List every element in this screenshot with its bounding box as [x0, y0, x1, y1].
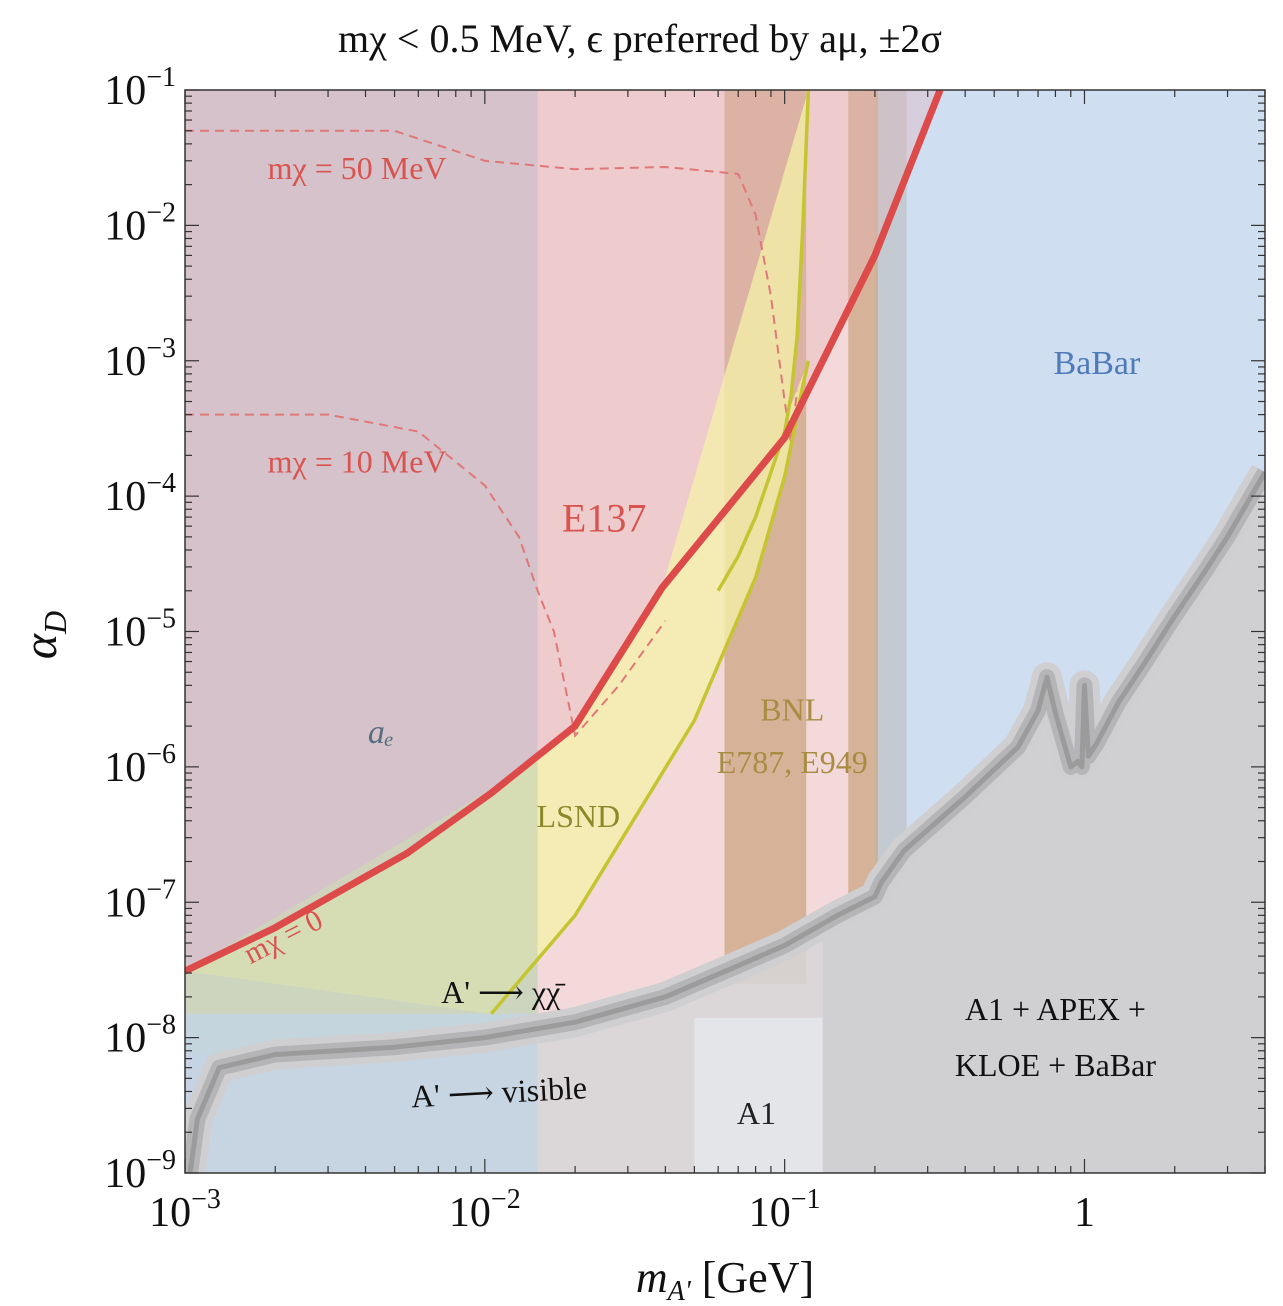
region-label-6: E787, E949	[717, 744, 868, 780]
a1-band	[694, 1017, 823, 1173]
y-tick-exp-6: −3	[146, 333, 176, 364]
x-tick-exp-1: −2	[491, 1184, 521, 1215]
chart-title: mχ < 0.5 MeV, ϵ preferred by aμ, ±2σ	[338, 16, 942, 61]
x-tick-exp-0: −3	[191, 1184, 221, 1215]
plot-area: mχ = 50 MeV mχ = 10 MeV E137 BaBar aₑ BNL E787…	[185, 90, 1265, 1173]
region-label-1: mχ = 10 MeV	[268, 443, 447, 479]
region-6	[878, 90, 907, 903]
region-5	[848, 90, 879, 903]
fills-layer	[185, 90, 1265, 1173]
a1-apex-kloe-babar-region	[822, 472, 1265, 1173]
lines-layer	[185, 90, 1265, 1173]
y-tick-label-4: 10−5	[104, 604, 176, 656]
x-tick-label-0: 10−3	[149, 1184, 221, 1236]
labels-layer: mχ = 50 MeV mχ = 10 MeV E137 BaBar aₑ BNL E787…	[239, 150, 1157, 1131]
x-axis-label: mA' [GeV]	[636, 1253, 814, 1306]
y-tick-exp-2: −7	[146, 874, 176, 905]
y-tick-exp-5: −4	[146, 468, 176, 499]
y-label-symbol: α	[14, 633, 67, 659]
region-label-3: BaBar	[1053, 345, 1141, 382]
region-label-12: A1 + APEX +	[965, 991, 1146, 1027]
region-label-13: KLOE + BaBar	[955, 1047, 1156, 1083]
y-tick-label-6: 10−3	[104, 333, 176, 385]
y-axis-label: αD	[14, 611, 73, 659]
region-label-5: BNL	[760, 692, 824, 728]
x-tick-label-3: 1	[1074, 1190, 1095, 1236]
region-label-2: E137	[562, 495, 646, 540]
y-label-sub: D	[37, 611, 73, 635]
region-label-4: aₑ	[368, 714, 394, 751]
e137-line	[185, 90, 944, 975]
visible-band-line	[187, 471, 1265, 1173]
region-label-0: mχ = 50 MeV	[268, 150, 447, 186]
x-label-sub: A'	[666, 1276, 692, 1306]
y-tick-exp-1: −8	[146, 1010, 176, 1041]
lsnd-ae-overlap	[185, 761, 538, 1055]
lsnd-region	[185, 90, 809, 1014]
x-tick-label-2: 10−1	[749, 1184, 821, 1236]
y-tick-label-5: 10−4	[104, 468, 176, 520]
y-tick-label-3: 10−6	[104, 739, 176, 791]
dashed-curve-0	[185, 129, 799, 443]
e137-region	[185, 90, 1265, 972]
region-label-11: A1	[737, 1095, 776, 1131]
y-tick-label-7: 10−2	[104, 197, 176, 249]
x-tick-exp-2: −1	[791, 1184, 821, 1215]
region-label-7: LSND	[537, 798, 621, 834]
lsnd-lower-line	[489, 360, 811, 1015]
x-label-unit: [GeV]	[691, 1253, 814, 1302]
x-label-symbol: m	[636, 1253, 668, 1302]
y-tick-exp-0: −9	[146, 1145, 176, 1176]
y-tick-label-1: 10−8	[104, 1010, 176, 1062]
y-tick-exp-8: −1	[146, 62, 176, 93]
y-tick-exp-3: −6	[146, 739, 176, 770]
region-label-9: A' ⟶ χχ̄	[441, 974, 565, 1010]
y-tick-label-2: 10−7	[104, 874, 176, 926]
x-tick-label-1: 10−2	[449, 1184, 521, 1236]
y-tick-exp-7: −2	[146, 197, 176, 228]
dashed-curve-1	[185, 413, 667, 738]
y-tick-label-0: 10−9	[104, 1145, 176, 1197]
y-tick-exp-4: −5	[146, 604, 176, 635]
y-tick-label-8: 10−1	[104, 62, 176, 114]
